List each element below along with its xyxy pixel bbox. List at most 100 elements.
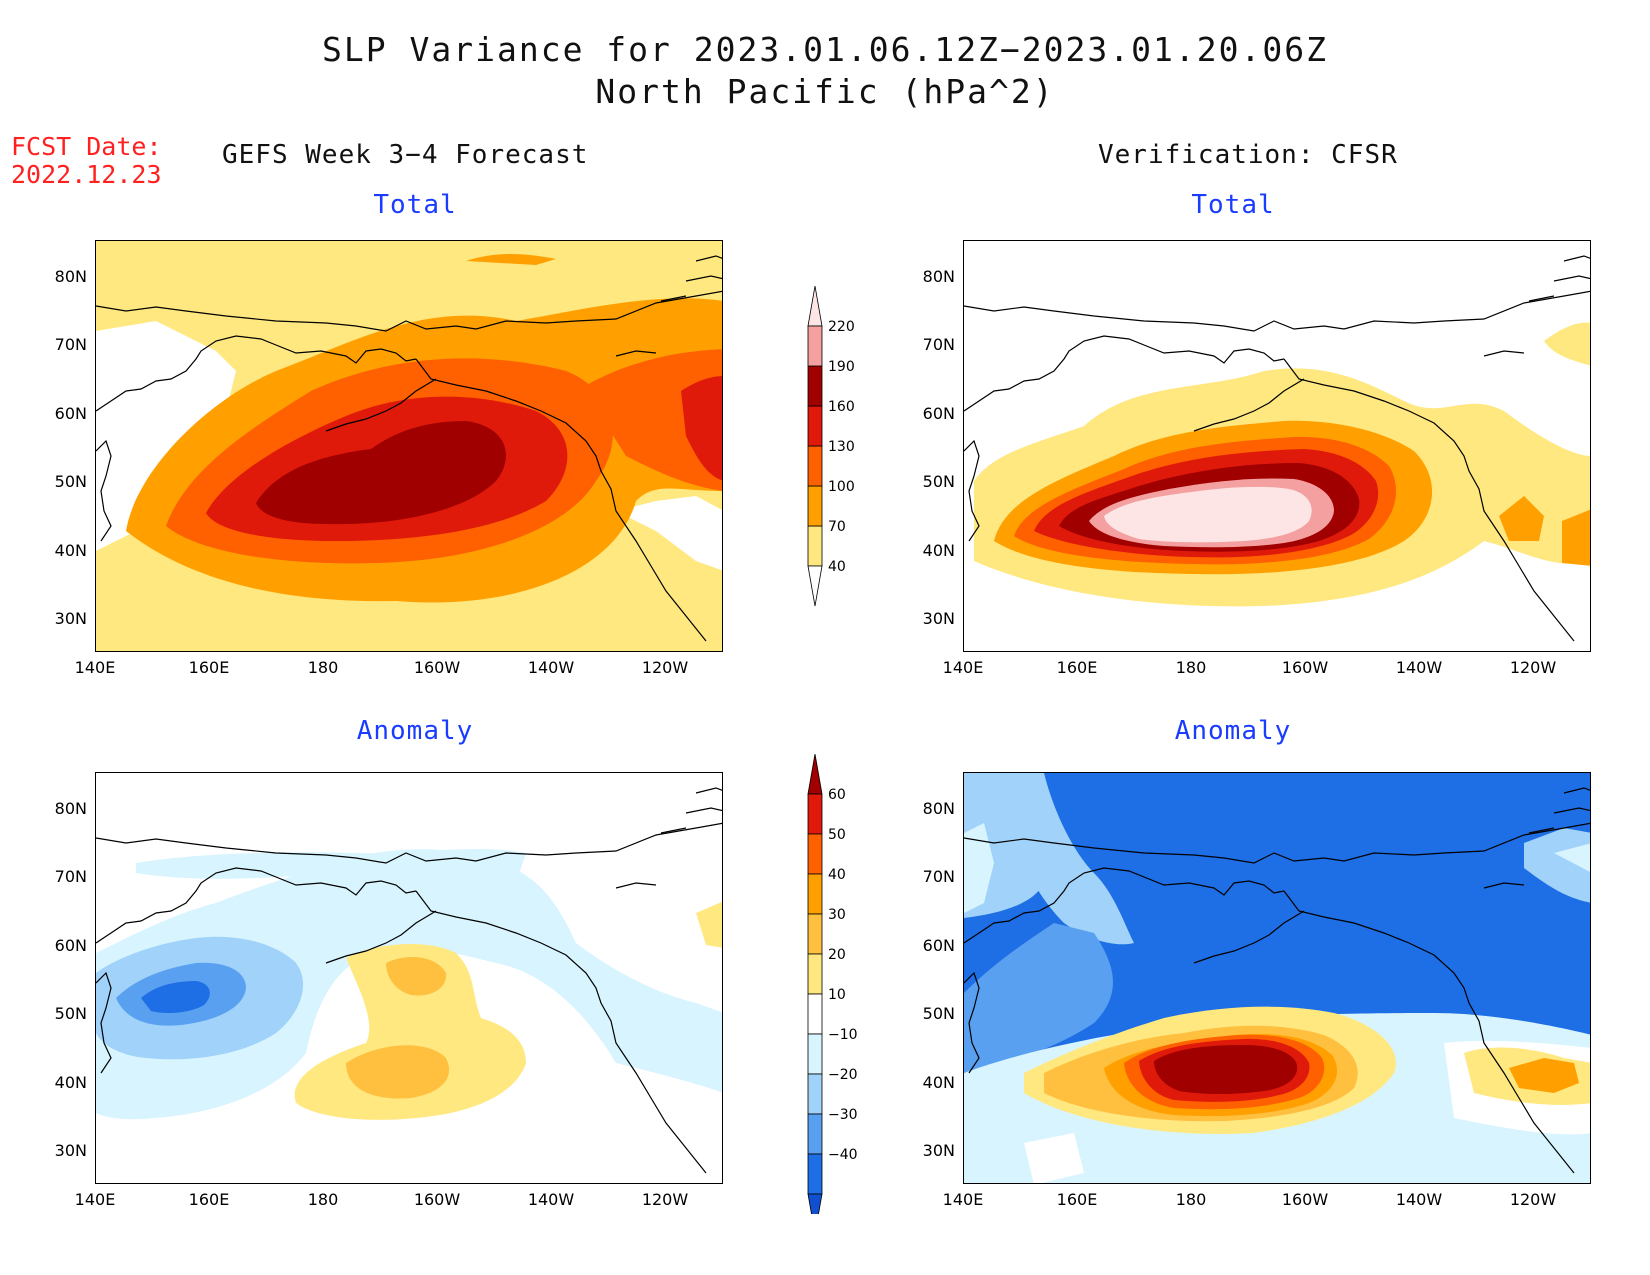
anomaly-colorbar-label: −40 — [828, 1147, 858, 1163]
anomaly-colorbar-label: 60 — [828, 787, 846, 803]
lon-label-tr: 180 — [1175, 658, 1207, 677]
lon-label-tr: 140W — [1395, 658, 1443, 677]
lat-label-tr: 40N — [922, 541, 955, 560]
lon-label-bl: 160E — [188, 1190, 230, 1209]
lon-label-br: 140E — [942, 1190, 984, 1209]
total-colorbar-label: 160 — [828, 399, 855, 415]
lat-label-br: 40N — [922, 1073, 955, 1092]
verification-anomaly-contours — [964, 773, 1590, 1183]
lon-label-tl: 120W — [641, 658, 689, 677]
lon-label-tl: 180 — [307, 658, 339, 677]
lat-label-br: 70N — [922, 867, 955, 886]
map-forecast-anomaly — [95, 772, 723, 1184]
anomaly-colorbar-box — [807, 1113, 823, 1155]
lat-label-tr: 70N — [922, 335, 955, 354]
lat-label-tr: 80N — [922, 267, 955, 286]
lat-label-tr: 60N — [922, 404, 955, 423]
lon-label-br: 160W — [1281, 1190, 1329, 1209]
left-column-header: GEFS Week 3−4 Forecast — [222, 140, 589, 170]
anomaly-colorbar-label: 10 — [828, 987, 846, 1003]
lat-label-br: 80N — [922, 799, 955, 818]
panel-title-top-right: Total — [1191, 190, 1275, 220]
total-colorbar-box — [807, 325, 823, 367]
anomaly-colorbar-label: 40 — [828, 867, 846, 883]
lat-label-br: 50N — [922, 1004, 955, 1023]
lat-label-tr: 50N — [922, 472, 955, 491]
total-colorbar-top-triangle — [807, 286, 823, 327]
lat-label-tl: 60N — [54, 404, 87, 423]
lat-label-tl: 80N — [54, 267, 87, 286]
anomaly-colorbar-label: 30 — [828, 907, 846, 923]
anomaly-colorbar-label: 50 — [828, 827, 846, 843]
lon-label-bl: 120W — [641, 1190, 689, 1209]
lon-label-tl: 160E — [188, 658, 230, 677]
lon-label-tl: 160W — [413, 658, 461, 677]
map-forecast-total — [95, 240, 723, 652]
total-colorbar-label: 100 — [828, 479, 855, 495]
anomaly-colorbar-label: −10 — [828, 1027, 858, 1043]
anomaly-colorbar-box — [807, 913, 823, 955]
total-colorbar-label: 220 — [828, 319, 855, 335]
fcst-date: 2022.12.23 — [11, 160, 162, 189]
total-colorbar-label: 130 — [828, 439, 855, 455]
lon-label-br: 160E — [1056, 1190, 1098, 1209]
lon-label-br: 180 — [1175, 1190, 1207, 1209]
anomaly-colorbar-label: 20 — [828, 947, 846, 963]
total-colorbar: 40 70 100 130 160 190 220 — [807, 286, 855, 607]
anomaly-colorbar-box — [807, 793, 823, 835]
forecast-total-contours — [96, 241, 722, 651]
lat-label-bl: 30N — [54, 1141, 87, 1160]
total-colorbar-box — [807, 405, 823, 447]
lat-label-tl: 50N — [54, 472, 87, 491]
lat-label-tl: 40N — [54, 541, 87, 560]
lon-label-tr: 120W — [1509, 658, 1557, 677]
main-title: SLP Variance for 2023.01.06.12Z−2023.01.… — [322, 30, 1328, 69]
total-colorbar-label: 190 — [828, 359, 855, 375]
main-subtitle: North Pacific (hPa^2) — [595, 72, 1055, 111]
map-verification-anomaly — [963, 772, 1591, 1184]
total-colorbar-label: 70 — [828, 519, 846, 535]
lat-label-bl: 60N — [54, 936, 87, 955]
lon-label-bl: 160W — [413, 1190, 461, 1209]
total-colorbar-box — [807, 525, 823, 567]
anomaly-colorbar-box — [807, 1153, 823, 1195]
lat-label-tr: 30N — [922, 609, 955, 628]
anomaly-colorbar: 60 50 40 30 20 10 −10 −20 −30 −40 — [807, 754, 858, 1214]
verification-total-contours — [964, 241, 1590, 651]
total-colorbar-label: 40 — [828, 559, 846, 575]
lon-label-tr: 140E — [942, 658, 984, 677]
total-colorbar-box — [807, 445, 823, 487]
lat-label-tl: 70N — [54, 335, 87, 354]
anomaly-colorbar-box — [807, 993, 823, 1035]
anomaly-colorbar-box — [807, 1033, 823, 1075]
lon-label-bl: 180 — [307, 1190, 339, 1209]
lat-label-br: 60N — [922, 936, 955, 955]
total-colorbar-bottom-triangle — [807, 565, 823, 607]
lat-label-br: 30N — [922, 1141, 955, 1160]
lat-label-bl: 70N — [54, 867, 87, 886]
forecast-anomaly-contours — [96, 773, 722, 1183]
map-verification-total — [963, 240, 1591, 652]
total-colorbar-box — [807, 365, 823, 407]
anomaly-colorbar-label: −20 — [828, 1067, 858, 1083]
lon-label-tl: 140W — [527, 658, 575, 677]
anomaly-colorbar-box — [807, 1073, 823, 1115]
anomaly-colorbar-bottom-triangle — [807, 1193, 823, 1214]
lon-label-br: 120W — [1509, 1190, 1557, 1209]
panel-title-top-left: Total — [373, 190, 457, 220]
anomaly-colorbar-box — [807, 833, 823, 875]
lat-label-bl: 50N — [54, 1004, 87, 1023]
lat-label-bl: 80N — [54, 799, 87, 818]
lon-label-br: 140W — [1395, 1190, 1443, 1209]
panel-title-bottom-left: Anomaly — [356, 716, 474, 746]
lat-label-bl: 40N — [54, 1073, 87, 1092]
panel-title-bottom-right: Anomaly — [1174, 716, 1292, 746]
lon-label-tr: 160W — [1281, 658, 1329, 677]
lon-label-tl: 140E — [74, 658, 116, 677]
lon-label-bl: 140E — [74, 1190, 116, 1209]
fcst-label: FCST Date: — [11, 132, 162, 161]
anomaly-colorbar-label: −30 — [828, 1107, 858, 1123]
lon-label-tr: 160E — [1056, 658, 1098, 677]
lon-label-bl: 140W — [527, 1190, 575, 1209]
right-column-header: Verification: CFSR — [1098, 140, 1398, 170]
